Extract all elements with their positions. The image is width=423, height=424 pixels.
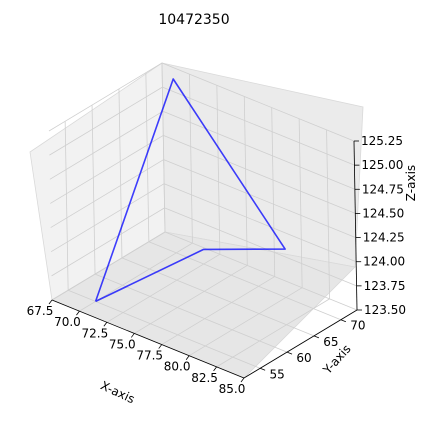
- y-tick-label: 60: [296, 351, 311, 365]
- z-tick-label: 125.00: [361, 158, 403, 172]
- y-grid-line: [118, 88, 123, 258]
- series-line: [94, 78, 286, 303]
- x-tick-mark: [185, 355, 190, 360]
- y-grid-line: [67, 289, 261, 369]
- x-grid-line: [326, 129, 330, 299]
- y-grid-line: [148, 241, 342, 321]
- y-tick-mark: [286, 351, 293, 355]
- x-grid-line: [106, 253, 221, 323]
- x-grid-line: [298, 118, 303, 288]
- z-grid-line: [50, 135, 164, 204]
- x-tick-mark: [158, 344, 163, 349]
- z-axis-line: [353, 140, 358, 311]
- tick-labels: 67.570.072.575.077.580.082.585.0 55 60 65 70…: [27, 134, 406, 396]
- z-grid-line: [163, 183, 357, 263]
- x-grid-line: [216, 85, 221, 255]
- x-tick-label: 67.5: [27, 304, 54, 318]
- x-tick-label: 82.5: [191, 371, 218, 385]
- z-tick-label: 124.50: [362, 206, 404, 220]
- y-grid-line: [91, 105, 96, 275]
- chart-title: 10472350: [158, 12, 229, 28]
- x-tick-label: 75.0: [109, 337, 136, 351]
- z-grid-line: [162, 110, 356, 190]
- z-grid-line: [164, 231, 358, 311]
- series-layer: [94, 78, 286, 303]
- z-grid-line: [163, 159, 356, 238]
- x-tick-mark: [213, 366, 217, 372]
- y-tick-label: 55: [270, 367, 285, 381]
- z-grid-line: [161, 62, 355, 142]
- z-tick-label: 125.25: [361, 134, 403, 148]
- y-grid-line: [121, 257, 315, 337]
- z-grid-line: [49, 110, 164, 180]
- x-tick-label: 70.0: [54, 315, 81, 329]
- y-grid-line: [145, 72, 150, 242]
- z-grid-line: [164, 207, 357, 287]
- x-tick-label: 77.5: [136, 349, 163, 363]
- x-tick-mark: [130, 333, 135, 338]
- y-tick-mark: [340, 319, 347, 323]
- y-axis-line: [243, 309, 358, 379]
- x-grid-line: [161, 62, 166, 233]
- x-tick-mark: [103, 322, 108, 327]
- z-grid-line: [48, 62, 163, 132]
- z-tick-label: 123.50: [364, 303, 406, 317]
- x-tick-mark: [48, 299, 53, 305]
- y-grid-line: [64, 121, 69, 291]
- z-grid-line: [50, 183, 165, 253]
- x-grid-line: [188, 287, 303, 357]
- x-grid-line: [189, 74, 193, 244]
- z-grid-line: [162, 86, 355, 166]
- axes: [48, 140, 362, 383]
- x-grid-line: [161, 276, 275, 345]
- z-grid-line: [51, 207, 165, 277]
- z-axis-label: Z-axis: [404, 165, 418, 201]
- y-tick-mark: [313, 335, 320, 339]
- x-tick-mark: [240, 377, 245, 383]
- z-tick-label: 124.75: [362, 182, 404, 196]
- x-tick-label: 72.5: [81, 326, 108, 340]
- z-tick-label: 124.00: [363, 255, 405, 269]
- y-tick-mark: [259, 367, 266, 371]
- z-grid-line: [50, 159, 164, 228]
- z-tick-label: 124.25: [363, 231, 405, 245]
- x-grid-line: [243, 96, 248, 266]
- z-tick-label: 123.75: [364, 279, 406, 293]
- x-axis-line: [51, 299, 245, 379]
- x-tick-label: 85.0: [219, 382, 246, 396]
- x-grid-line: [134, 265, 248, 334]
- y-tick-label: 65: [323, 335, 338, 349]
- x-tick-label: 80.0: [164, 360, 191, 374]
- z-grid-line: [49, 86, 163, 156]
- y-tick-label: 70: [350, 319, 365, 333]
- x-grid-line: [216, 298, 330, 368]
- x-axis-label: X-axis: [98, 378, 137, 406]
- z-grid-line: [163, 135, 356, 214]
- x-tick-mark: [76, 310, 80, 316]
